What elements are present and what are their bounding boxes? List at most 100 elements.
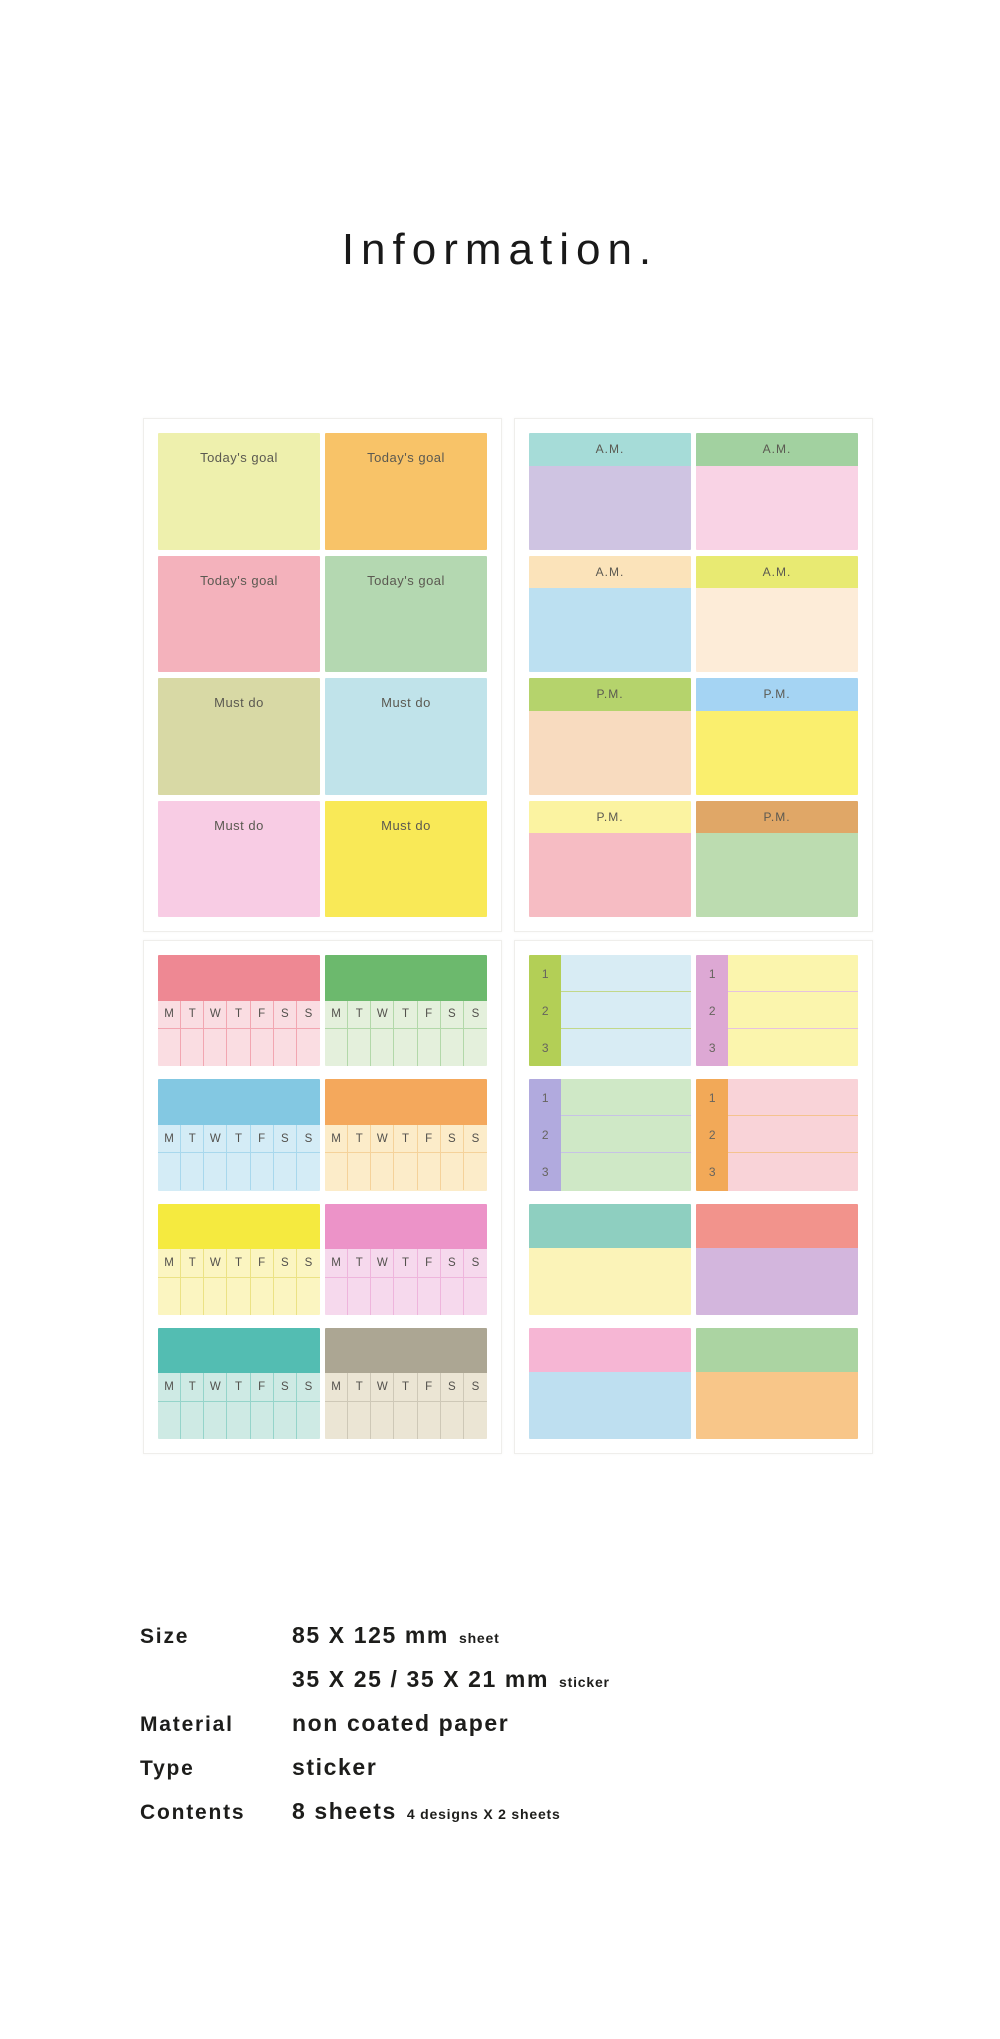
sticker-must-do: Must do — [325, 678, 487, 795]
spec-value-text: non coated paper — [292, 1710, 510, 1736]
sticker-bottom-band — [696, 1248, 858, 1315]
sticker-body — [529, 588, 691, 672]
day-slot-cell — [394, 1400, 418, 1439]
sticker-a-m: A.M. — [529, 433, 691, 550]
page-title: Information. — [341, 225, 659, 275]
sticker-label: Must do — [214, 695, 264, 710]
day-cell: M — [325, 1124, 349, 1153]
day-cell: S — [441, 1373, 464, 1401]
day-cell: S — [304, 1008, 313, 1021]
day-slot-cell — [273, 1152, 297, 1191]
number-label: 1 — [708, 966, 716, 981]
sticker-must-do: Must do — [325, 800, 487, 917]
sticker-label: Today's goal — [367, 572, 445, 588]
sticker-body — [529, 833, 691, 917]
day-slot-cell — [417, 1276, 441, 1315]
day-cell: T — [227, 1373, 251, 1401]
line-cell — [728, 955, 858, 993]
day-slot-cell — [158, 1276, 182, 1315]
sticker-header: P.M. — [529, 800, 691, 834]
line-cell — [728, 1079, 858, 1117]
day-cell: S — [274, 1000, 297, 1029]
sheet-am-pm: A.M. A.M. A.M. A.M. P.M. P.M. P.M. P.M. — [529, 433, 858, 917]
line-cell — [728, 992, 858, 1030]
day-cell: S — [471, 1008, 480, 1021]
day-cell: S — [441, 1124, 464, 1153]
sticker-label: P.M. — [763, 809, 791, 824]
spec-label: Contents — [140, 1801, 246, 1824]
sticker-top-band — [529, 1327, 691, 1373]
sticker-a-m: A.M. — [696, 555, 858, 672]
number-label: 3 — [708, 1164, 716, 1179]
day-cell: M — [158, 1124, 182, 1153]
day-cell: M — [158, 1249, 182, 1277]
day-slot-cell — [204, 1028, 228, 1067]
sticker-header — [325, 1079, 487, 1125]
day-cell: S — [304, 1381, 313, 1394]
sticker-today-s-goal: Today's goal — [325, 555, 487, 672]
number-label: 3 — [541, 1164, 549, 1179]
line-cell — [561, 1029, 691, 1066]
spec-row-size-sticker: 35 X 25 / 35 X 21 mm sticker — [140, 1666, 610, 1710]
number-label: 1 — [541, 1090, 549, 1105]
sheet-card-numbered-blocks: 1 2 3 1 2 3 1 2 3 1 2 3 — [514, 940, 873, 1454]
sticker-lined-body — [728, 1079, 858, 1191]
line-cell — [561, 955, 691, 993]
sticker-color-block — [529, 1203, 691, 1315]
day-slot-cell — [250, 1028, 274, 1067]
sticker-label: Today's goal — [200, 450, 278, 465]
sticker-body — [696, 710, 858, 795]
day-slot-cell — [348, 1152, 372, 1191]
day-cell: F — [251, 1373, 274, 1401]
day-cell: M — [325, 1373, 349, 1401]
day-cell: S — [274, 1249, 297, 1277]
day-slot-cell — [325, 1400, 349, 1439]
day-slot-cell — [417, 1028, 441, 1067]
sticker-header — [158, 955, 320, 1001]
spec-row-material: Material non coated paper — [140, 1710, 610, 1754]
sheet-goal-must: Today's goal Today's goal Today's goal Toda… — [158, 433, 487, 917]
sticker-numbered-list: 1 2 3 — [696, 955, 858, 1067]
sticker-top-band — [696, 1203, 858, 1248]
spec-value-text: 35 X 25 / 35 X 21 mm — [292, 1666, 550, 1692]
day-slot-cell — [204, 1276, 228, 1315]
sticker-color-block — [529, 1327, 691, 1439]
day-slot-cell — [181, 1276, 205, 1315]
day-slot-cell — [440, 1028, 464, 1067]
day-cell: F — [418, 1373, 441, 1401]
sticker-numbered-list: 1 2 3 — [696, 1079, 858, 1191]
line-cell — [561, 1116, 691, 1154]
sticker-header — [325, 955, 487, 1001]
day-slot-cell — [371, 1028, 395, 1067]
day-slot-cell — [417, 1400, 441, 1439]
day-cell: S — [304, 1132, 313, 1145]
day-slot-cell — [463, 1152, 487, 1190]
day-cell: W — [204, 1373, 228, 1401]
day-slot-cell — [227, 1152, 251, 1191]
day-slot-cell — [227, 1028, 251, 1067]
day-slot-cell — [181, 1400, 205, 1439]
day-cell: F — [251, 1000, 274, 1029]
sticker-header: A.M. — [529, 433, 691, 466]
sticker-header — [325, 1203, 487, 1250]
number-label: 1 — [708, 1090, 716, 1105]
day-slot-cell — [273, 1276, 297, 1315]
day-cell: T — [181, 1124, 205, 1153]
day-cell: W — [371, 1249, 395, 1277]
day-cell: T — [227, 1249, 251, 1277]
day-cell: S — [274, 1373, 297, 1401]
sticker-numbered-list: 1 2 3 — [529, 955, 691, 1067]
day-slot-cell — [325, 1152, 349, 1191]
spec-row-size-sheet: Size 85 X 125 mm sheet — [140, 1622, 610, 1666]
number-label: 3 — [541, 1040, 549, 1055]
sticker-bottom-band — [529, 1372, 691, 1439]
sticker-lined-body — [561, 955, 691, 1067]
sticker-label: P.M. — [596, 809, 624, 824]
spec-value: 85 X 125 mm sheet — [292, 1622, 500, 1649]
spec-row-contents: Contents 8 sheets 4 designs X 2 sheets — [140, 1798, 610, 1842]
